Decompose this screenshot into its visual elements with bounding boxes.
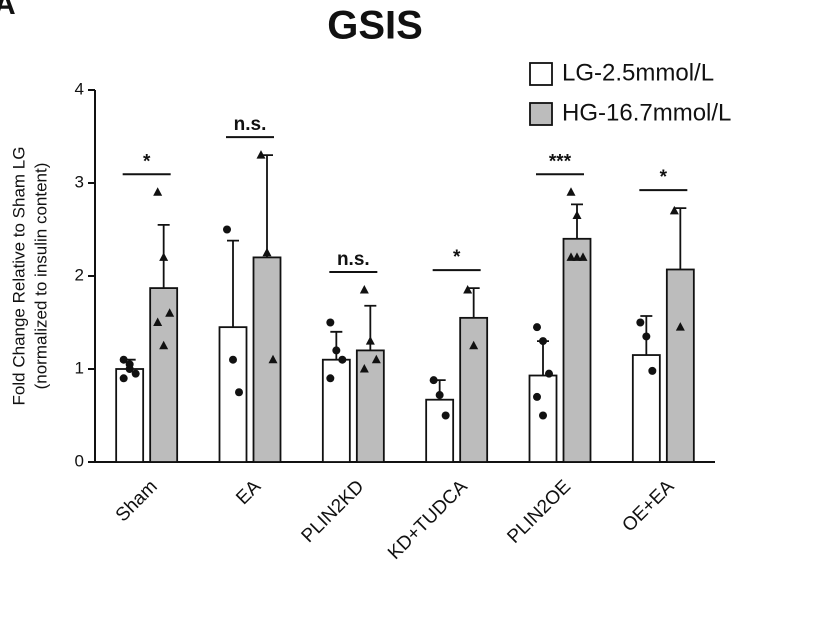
data-point	[533, 323, 541, 332]
data-point	[365, 336, 375, 345]
data-point	[256, 150, 266, 159]
data-point	[223, 225, 231, 234]
y-tick-label: 3	[75, 172, 84, 191]
data-point	[463, 284, 473, 294]
data-point	[545, 369, 553, 378]
data-point	[572, 252, 582, 261]
error-bar	[467, 287, 480, 318]
panel-label: A	[0, 0, 16, 21]
data-point	[119, 355, 128, 364]
y-axis-label: Fold Change Relative to Sham LG	[9, 147, 28, 406]
legend-label: HG-16.7mmol/L	[562, 99, 731, 126]
y-axis-label: (normalized to insulin content)	[31, 163, 50, 390]
data-point	[566, 252, 576, 261]
x-tick-label: Sham	[112, 476, 162, 526]
data-point	[429, 376, 438, 385]
x-tick-label: EA	[232, 476, 265, 509]
bar	[218, 326, 248, 463]
data-point	[229, 355, 237, 364]
x-tick-label: PLIN2OE	[503, 476, 575, 548]
data-point	[566, 187, 576, 196]
bar	[321, 358, 351, 463]
data-point	[338, 355, 347, 364]
data-point	[131, 369, 140, 378]
data-point	[578, 252, 588, 261]
x-tick-label: PLIN2KD	[298, 476, 369, 547]
bar	[252, 256, 282, 463]
data-point	[359, 284, 369, 294]
data-point	[359, 364, 369, 373]
data-point	[636, 318, 645, 327]
error-bar	[674, 207, 687, 270]
x-tick-label: OE+EA	[618, 476, 678, 536]
error-bar	[227, 239, 239, 328]
y-tick-label: 4	[75, 79, 84, 98]
data-point	[539, 337, 547, 346]
data-point	[326, 318, 335, 327]
bar	[665, 268, 695, 463]
data-point	[159, 252, 169, 261]
significance-label: n.s.	[234, 114, 267, 135]
data-point	[235, 388, 243, 397]
error-bar	[571, 203, 583, 239]
data-point	[153, 317, 163, 326]
bar	[425, 398, 455, 463]
data-point	[669, 205, 679, 215]
data-point	[435, 391, 444, 400]
y-tick-label: 1	[75, 358, 84, 377]
data-point	[572, 210, 582, 220]
significance-label: n.s.	[337, 249, 370, 270]
data-point	[326, 374, 335, 383]
data-point	[533, 392, 541, 401]
significance-label: *	[660, 167, 668, 188]
significance-label: *	[453, 247, 461, 268]
error-bar	[261, 154, 273, 258]
legend-swatch	[529, 62, 553, 86]
data-point	[262, 247, 272, 257]
data-point	[159, 340, 169, 350]
data-point	[332, 346, 341, 355]
data-point	[469, 340, 479, 350]
bar	[459, 316, 489, 463]
bar	[355, 349, 385, 463]
data-point	[153, 187, 163, 196]
significance-label: ***	[549, 151, 572, 172]
legend-swatch	[529, 102, 553, 126]
significance-label: *	[143, 151, 151, 172]
data-point	[642, 332, 651, 341]
data-point	[441, 411, 450, 420]
data-point	[268, 354, 278, 364]
data-point	[539, 411, 547, 420]
data-point	[165, 308, 175, 317]
bar	[115, 368, 145, 463]
chart-title: GSIS	[327, 4, 423, 48]
data-point	[119, 374, 128, 383]
y-tick-label: 2	[75, 265, 84, 284]
bar	[562, 237, 592, 463]
error-bar	[330, 330, 343, 360]
x-tick-label: KD+TUDCA	[384, 476, 472, 564]
data-point	[675, 322, 685, 331]
data-point	[648, 366, 657, 375]
legend-label: LG-2.5mmol/L	[562, 59, 714, 86]
bar	[149, 287, 179, 463]
data-point	[371, 354, 381, 364]
data-point	[125, 365, 134, 373]
y-tick-label: 0	[75, 451, 84, 470]
